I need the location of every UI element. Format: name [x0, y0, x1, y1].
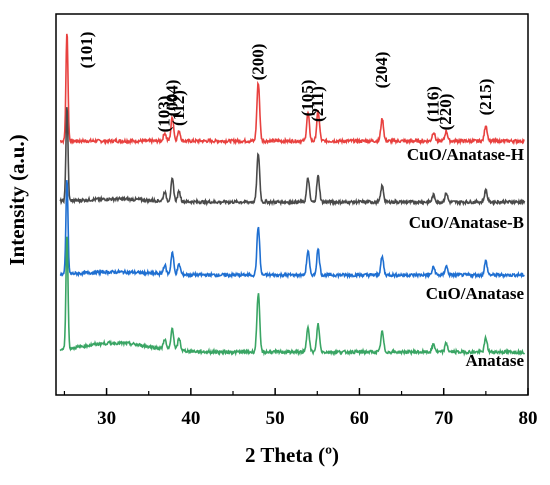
peak-label-101: (101): [77, 32, 96, 69]
x-tick-label-70: 70: [434, 408, 453, 429]
series-label-anatase: Anatase: [465, 351, 524, 370]
series-line-cuo-anatase: [59, 180, 525, 280]
series-line-cuo-anatase-h: [59, 33, 525, 146]
peak-label-211: (211): [308, 86, 327, 122]
x-ticks: 30 40 50 60 70 80: [63, 388, 538, 429]
series-labels: CuO/Anatase-H CuO/Anatase-B CuO/Anatase Ana…: [407, 145, 525, 370]
peak-label-004: (004): [162, 80, 181, 117]
x-tick-label-80: 80: [519, 408, 538, 429]
series-label-cuo-anatase-h: CuO/Anatase-H: [407, 145, 524, 164]
x-tick-label-30: 30: [97, 408, 116, 429]
trace-layer: [59, 33, 526, 357]
y-axis-title: Intensity (a.u.): [5, 134, 29, 265]
peak-label-105: (105): [298, 80, 317, 117]
x-tick-label-40: 40: [181, 408, 200, 429]
peak-label-116: (116): [424, 86, 443, 122]
x-tick-label-60: 60: [350, 408, 369, 429]
x-tick-label-50: 50: [266, 408, 285, 429]
series-line-anatase: [59, 236, 526, 357]
peak-labels: (101) (103)(004)(112) (200) (105)(211) (204)…: [77, 32, 495, 133]
x-axis-title: 2 Theta (º): [245, 443, 339, 467]
peak-label-200: (200): [248, 44, 267, 81]
peak-label-220: (220): [436, 94, 455, 131]
series-line-cuo-anatase-b: [59, 107, 526, 207]
peak-label-215: (215): [476, 79, 495, 116]
peak-label-112: (112): [169, 90, 188, 126]
axes-frame: [55, 13, 529, 396]
series-label-cuo-anatase: CuO/Anatase: [426, 284, 525, 303]
peak-label-103: (103): [155, 96, 174, 133]
peak-label-204: (204): [372, 52, 391, 89]
series-label-cuo-anatase-b: CuO/Anatase-B: [409, 213, 524, 232]
